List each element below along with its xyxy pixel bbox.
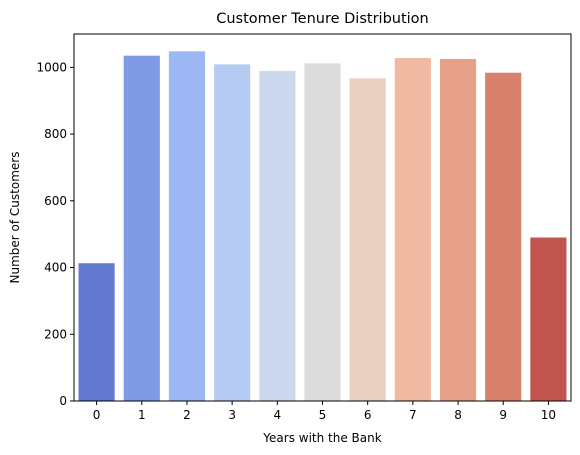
- bar-0: [78, 263, 115, 401]
- bar-7: [394, 58, 431, 401]
- y-tick-label: 1000: [36, 60, 67, 74]
- bar-5: [304, 63, 341, 402]
- bar-6: [349, 78, 386, 402]
- bar-8: [439, 59, 477, 401]
- x-tick-label: 3: [228, 408, 236, 422]
- bar-10: [530, 237, 567, 401]
- y-tick-label: 400: [44, 261, 67, 275]
- x-tick-label: 0: [93, 408, 101, 422]
- y-axis-label: Number of Customers: [8, 152, 22, 284]
- x-tick-label: 10: [541, 408, 556, 422]
- x-axis-ticks: 0 1 2 3 4 5 6 7 8 9 10: [93, 401, 556, 422]
- plot-frame: [73, 33, 572, 402]
- y-tick-label: 200: [44, 327, 67, 341]
- x-tick-label: 6: [364, 408, 372, 422]
- x-tick-label: 2: [183, 408, 191, 422]
- y-tick-label: 800: [44, 127, 67, 141]
- chart-title: Customer Tenure Distribution: [216, 11, 429, 27]
- y-tick-label: 0: [59, 394, 67, 408]
- y-axis-ticks: 0 200 400 600 800 1000: [36, 60, 74, 408]
- bar-2: [168, 51, 206, 401]
- x-tick-label: 7: [409, 408, 417, 422]
- x-tick-label: 5: [319, 408, 327, 422]
- x-tick-label: 4: [273, 408, 281, 422]
- x-tick-label: 1: [138, 408, 146, 422]
- bar-4: [259, 71, 296, 402]
- y-tick-label: 600: [44, 194, 67, 208]
- x-axis-label: Years with the Bank: [262, 431, 381, 445]
- x-tick-label: 9: [499, 408, 507, 422]
- bar-1: [123, 55, 160, 401]
- bar-3: [214, 64, 251, 402]
- x-tick-label: 8: [454, 408, 462, 422]
- bars-group: [78, 51, 567, 402]
- bar-9: [485, 72, 522, 402]
